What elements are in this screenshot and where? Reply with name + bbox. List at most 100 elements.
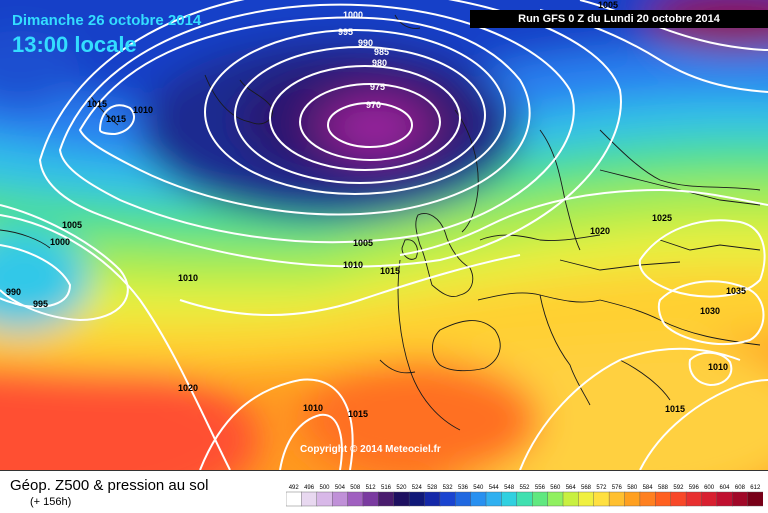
legend-swatch <box>701 491 718 507</box>
isobar-label: 1010 <box>303 403 323 413</box>
isobar-label: 1015 <box>348 409 368 419</box>
legend-swatch <box>301 491 318 507</box>
legend-tick-label: 536 <box>458 485 469 491</box>
legend-tick-label: 512 <box>366 485 377 491</box>
legend-swatch <box>531 491 549 507</box>
legend-tick-label: 540 <box>473 485 484 491</box>
isobar-label: 1005 <box>353 238 373 248</box>
legend-tick-label: 556 <box>535 485 546 491</box>
isobar-label: 980 <box>372 58 387 68</box>
isobar-label: 1005 <box>598 0 618 10</box>
isobar-label: 1000 <box>50 237 70 247</box>
legend-swatch <box>547 491 564 507</box>
isobar-label: 1015 <box>665 404 685 414</box>
copyright-text: Copyright © 2014 Meteociel.fr <box>300 444 441 455</box>
legend-swatch <box>286 491 303 507</box>
legend-swatch <box>424 491 441 507</box>
legend-tick-label: 580 <box>627 485 638 491</box>
legend-tick-label: 560 <box>550 485 561 491</box>
isobar-label: 1020 <box>590 226 610 236</box>
forecast-date: Dimanche 26 octobre 2014 <box>12 12 202 29</box>
legend-tick-label: 524 <box>412 485 423 491</box>
legend-tick-label: 600 <box>704 485 715 491</box>
legend-tick-label: 564 <box>566 485 577 491</box>
legend-tick-label: 572 <box>596 485 607 491</box>
isobar-label: 975 <box>370 82 385 92</box>
model-run-banner: Run GFS 0 Z du Lundi 20 octobre 2014 <box>470 10 768 28</box>
legend-tick-label: 508 <box>350 485 361 491</box>
isobar-label: 1015 <box>87 99 107 109</box>
field-title: Géop. Z500 & pression au sol <box>10 477 209 494</box>
legend-tick-label: 520 <box>396 485 407 491</box>
legend-swatch <box>670 491 687 507</box>
legend-tick-label: 588 <box>658 485 669 491</box>
legend-swatch <box>470 491 487 507</box>
isobars <box>0 0 768 470</box>
forecast-time: 13:00 locale <box>12 32 137 57</box>
legend-swatch <box>516 491 533 507</box>
legend-swatch <box>655 491 672 507</box>
legend-tick-label: 592 <box>673 485 684 491</box>
isobar-label: 990 <box>6 287 21 297</box>
legend-tick-label: 604 <box>719 485 730 491</box>
isobar-label: 1025 <box>652 213 672 223</box>
legend-swatch <box>624 491 641 507</box>
legend-tick-label: 552 <box>519 485 530 491</box>
legend-swatch <box>716 491 733 507</box>
isobar-label: 985 <box>374 47 389 57</box>
legend-tick-label: 548 <box>504 485 515 491</box>
legend-tick-label: 584 <box>643 485 654 491</box>
legend-tick-label: 568 <box>581 485 592 491</box>
legend-tick-label: 532 <box>443 485 454 491</box>
legend-swatch <box>608 491 626 507</box>
legend-swatch <box>685 491 703 507</box>
isobar-label: 1015 <box>380 266 400 276</box>
legend-swatch <box>332 491 349 507</box>
legend-swatch <box>639 491 656 507</box>
legend-swatch <box>347 491 364 507</box>
legend-tick-label: 496 <box>304 485 315 491</box>
legend-swatch <box>562 491 580 507</box>
isobar-labels: 1000 995 990 985 980 975 970 1015 1010 1… <box>6 0 746 419</box>
isobar-label: 1020 <box>178 383 198 393</box>
isobar-label: 990 <box>358 38 373 48</box>
legend-swatch <box>408 491 426 507</box>
isobar-label: 1015 <box>106 114 126 124</box>
legend-swatch <box>378 491 395 507</box>
legend-tick-label: 596 <box>689 485 700 491</box>
legend-tick-label: 500 <box>319 485 330 491</box>
legend-tick-label: 504 <box>335 485 346 491</box>
isobar-label: 1010 <box>343 260 363 270</box>
z500-map: 1000 995 990 985 980 975 970 1015 1010 1… <box>0 0 768 470</box>
isobar-label: 1000 <box>343 10 363 20</box>
legend-swatch <box>593 491 610 507</box>
legend-swatch <box>578 491 595 507</box>
legend-swatch <box>501 491 518 507</box>
legend-tick-label: 492 <box>289 485 300 491</box>
legend-tick-label: 544 <box>489 485 500 491</box>
legend-tick-label: 516 <box>381 485 392 491</box>
isobar-label: 1035 <box>726 286 746 296</box>
isobar-label: 1005 <box>62 220 82 230</box>
isobar-label: 995 <box>338 27 353 37</box>
isobar-label: 1010 <box>133 105 153 115</box>
isobar-label: 1030 <box>700 306 720 316</box>
legend-swatch <box>747 491 763 507</box>
isobar-label: 970 <box>366 100 381 110</box>
legend-tick-label: 608 <box>735 485 746 491</box>
legend-tick-label: 576 <box>612 485 623 491</box>
legend-tick-label: 528 <box>427 485 438 491</box>
legend-swatch <box>439 491 456 507</box>
legend-swatch <box>455 491 472 507</box>
legend-swatch <box>485 491 503 507</box>
lead-time: (+ 156h) <box>30 496 72 508</box>
isobar-label: 1010 <box>178 273 198 283</box>
geopotential-field: 1000 995 990 985 980 975 970 1015 1010 1… <box>0 0 768 470</box>
legend-swatch <box>393 491 410 507</box>
isobar-label: 995 <box>33 299 48 309</box>
legend-swatch <box>316 491 333 507</box>
legend-tick-label: 612 <box>750 485 761 491</box>
color-scale-legend: 492 496 500 504 508 512 516 520 524 528 532 536 540 5… <box>286 485 763 507</box>
legend-swatch <box>362 491 380 507</box>
